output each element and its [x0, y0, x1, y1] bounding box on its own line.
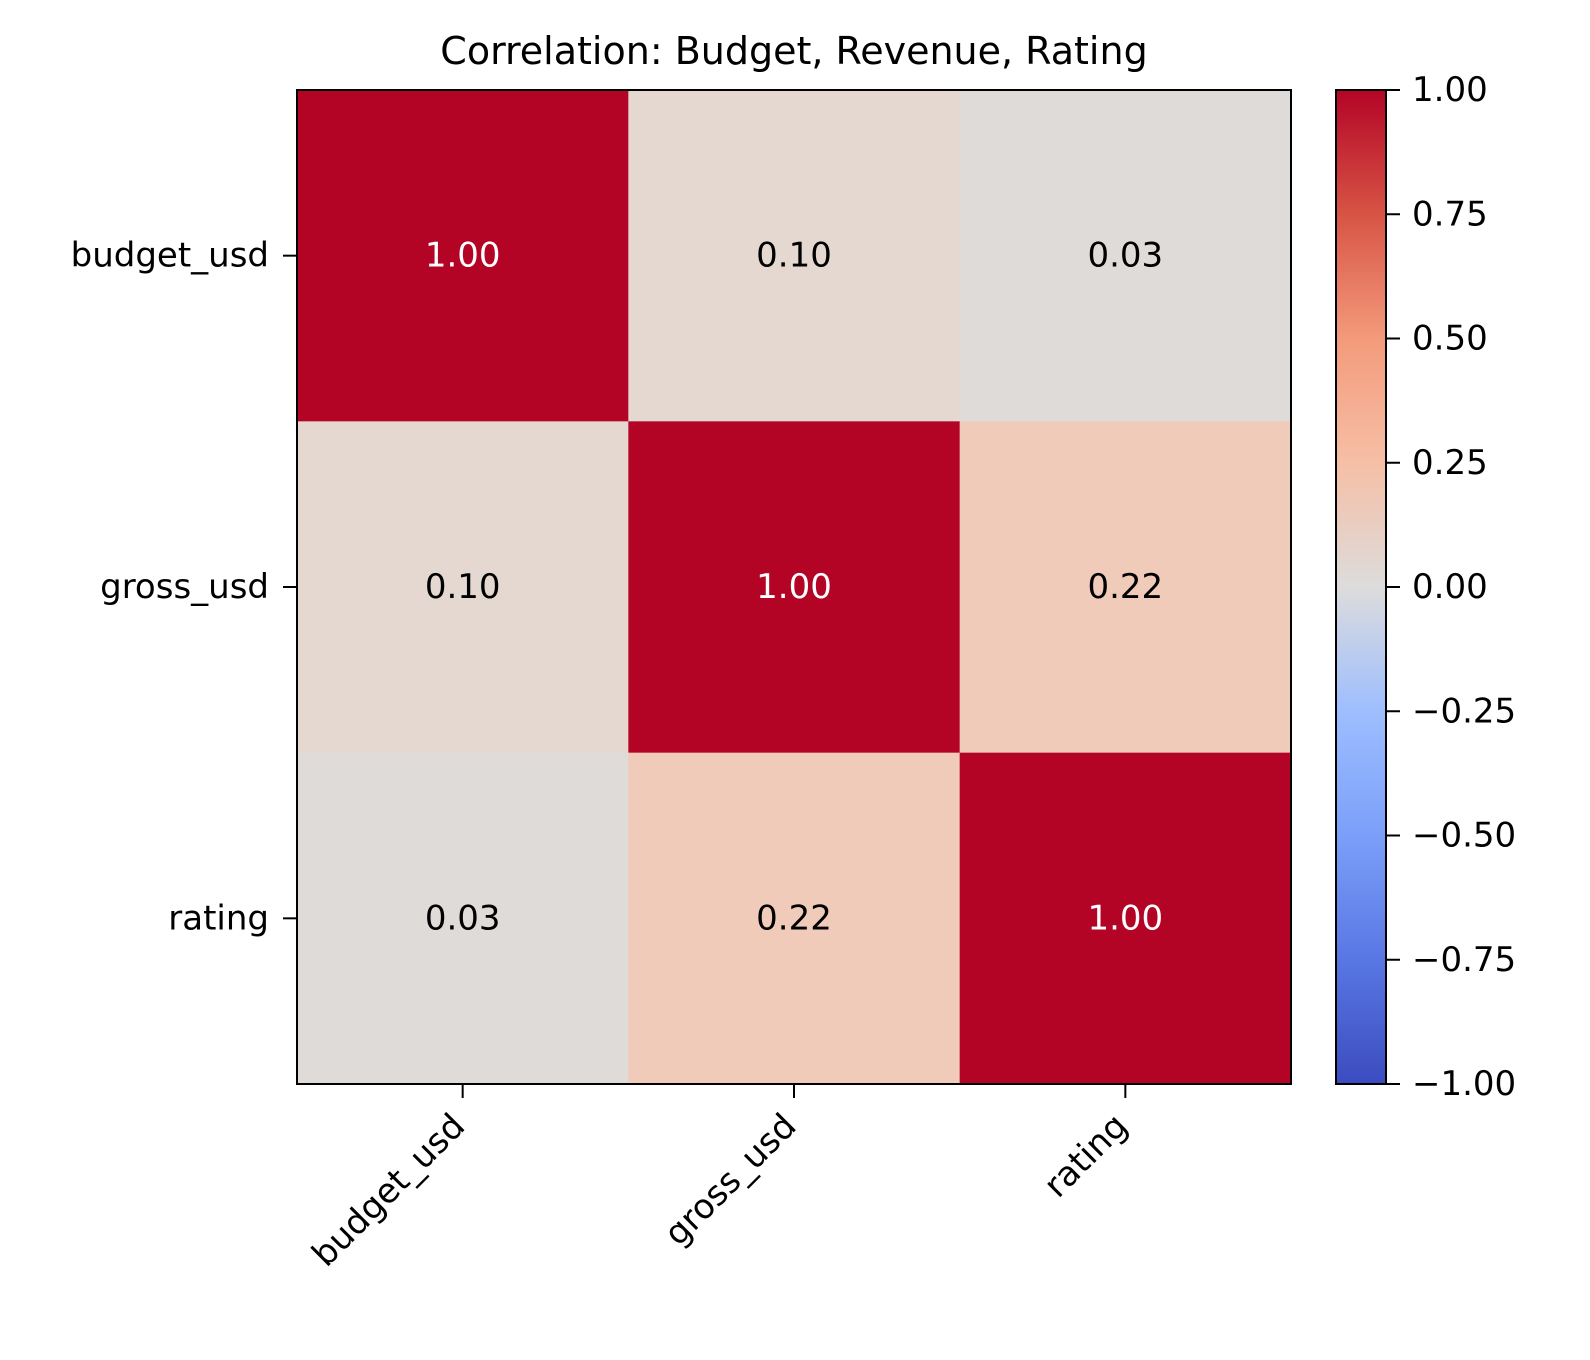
cell-value-label: 0.22 — [1087, 567, 1163, 607]
x-tick-label: rating — [1036, 1106, 1136, 1206]
x-tick-label: gross_usd — [657, 1106, 805, 1254]
colorbar-tick-label: 0.50 — [1412, 319, 1488, 359]
heatmap-cell-labels: 1.00 0.10 0.03 0.10 1.00 0.22 0.03 0.22 1.00 — [425, 236, 1163, 939]
cell-value-label: 1.00 — [425, 236, 501, 276]
heatmap-cell — [297, 421, 629, 754]
cell-value-label: 1.00 — [756, 567, 832, 607]
colorbar-tick-label: 0.75 — [1412, 194, 1488, 234]
colorbar-tick-label: −0.50 — [1412, 816, 1516, 856]
colorbar-tick-label: −0.25 — [1412, 691, 1516, 731]
cell-value-label: 0.10 — [756, 236, 832, 276]
cell-value-label: 1.00 — [1087, 898, 1163, 938]
colorbar-tick-label: −1.00 — [1412, 1064, 1516, 1104]
heatmap-cell — [959, 90, 1292, 422]
heatmap-cell — [628, 752, 961, 1085]
y-tick-label: gross_usd — [100, 567, 269, 607]
colorbar-tick-label: 1.00 — [1412, 70, 1488, 110]
colorbar-tick-label: 0.25 — [1412, 443, 1488, 483]
heatmap-cell — [297, 752, 629, 1085]
x-tick-label: budget_usd — [304, 1106, 473, 1275]
heatmap-cell — [628, 421, 961, 754]
heatmap-cell — [628, 90, 961, 422]
cell-value-label: 0.10 — [425, 567, 501, 607]
heatmap-cell — [297, 90, 629, 422]
y-tick-label: rating — [168, 898, 269, 938]
colorbar-tick-label: −0.75 — [1412, 940, 1516, 980]
colorbar — [1335, 89, 1387, 1085]
cell-value-label: 0.22 — [756, 898, 832, 938]
colorbar-axis: 1.00 0.75 0.50 0.25 0.00 −0.25 −0.50 −0.75 −1.00 — [1386, 70, 1516, 1104]
cell-value-label: 0.03 — [425, 898, 501, 938]
x-axis: budget_usd gross_usd rating — [304, 1084, 1136, 1275]
cell-value-label: 0.03 — [1087, 236, 1163, 276]
chart-title: Correlation: Budget, Revenue, Rating — [440, 29, 1147, 73]
heatmap-cells — [297, 90, 1292, 1085]
heatmap-cell — [959, 752, 1292, 1085]
y-tick-label: budget_usd — [71, 236, 269, 276]
heatmap-cell — [959, 421, 1292, 754]
colorbar-tick-label: 0.00 — [1412, 567, 1488, 607]
